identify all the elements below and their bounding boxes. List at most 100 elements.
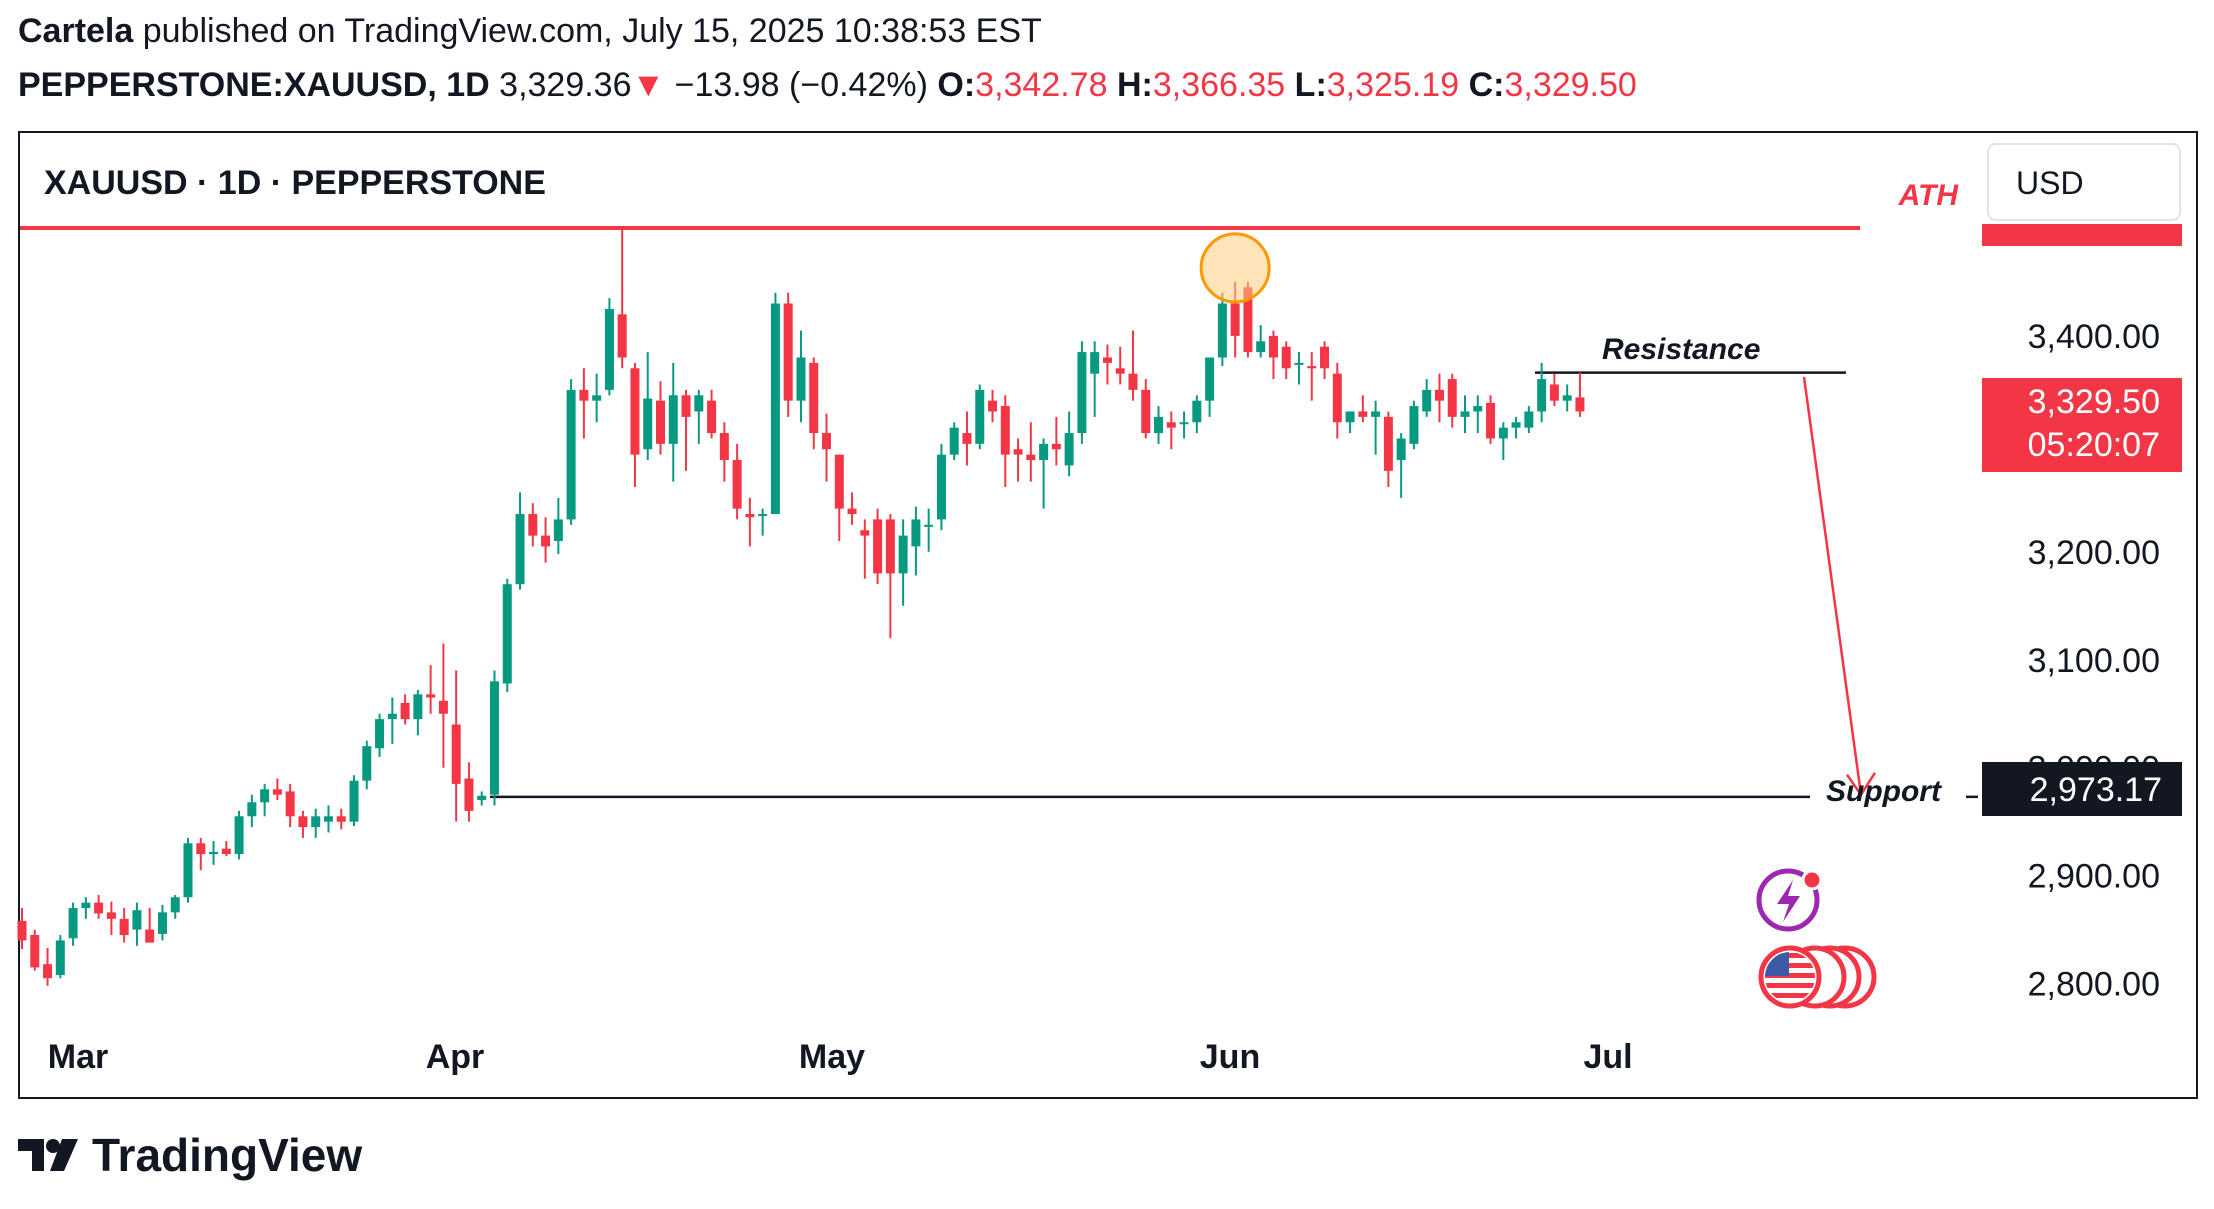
candle — [515, 492, 525, 590]
candle-body — [732, 460, 742, 509]
symbol-timeframe: PEPPERSTONE:XAUUSD, 1D — [18, 66, 490, 104]
candle — [1345, 411, 1355, 434]
candle-body — [1281, 346, 1291, 369]
candle — [962, 411, 972, 466]
candle-body — [183, 843, 193, 898]
candle — [1409, 400, 1419, 450]
price-tick-label: 3,400.00 — [2028, 318, 2160, 356]
candles — [17, 227, 1585, 986]
ath-price-tag — [1982, 224, 2182, 246]
candle-body — [362, 746, 372, 781]
candle — [183, 837, 193, 903]
candle-body — [170, 897, 180, 913]
resistance-label: Resistance — [1602, 333, 1760, 366]
candle-body — [911, 519, 921, 547]
candle — [783, 292, 793, 417]
tradingview-logo-text: TradingView — [92, 1129, 363, 1181]
candle — [1294, 352, 1304, 385]
candle — [1307, 352, 1317, 401]
candle — [1000, 395, 1010, 488]
candle — [1090, 341, 1100, 417]
candle — [1154, 406, 1164, 444]
candle — [1128, 330, 1138, 401]
candle-body — [847, 508, 857, 515]
level-lines — [20, 225, 1978, 799]
candle-body — [1256, 341, 1266, 353]
candle — [426, 665, 436, 714]
candle-body — [1039, 443, 1049, 461]
low-label: L: — [1294, 66, 1327, 104]
tradingview-logo[interactable]: TradingView — [18, 1128, 362, 1182]
candle-body — [1409, 406, 1419, 444]
candle — [1332, 362, 1342, 439]
candle-body — [1562, 395, 1572, 401]
candle-body — [834, 454, 844, 509]
candle-body — [1115, 368, 1125, 374]
candle-body — [1498, 427, 1508, 439]
candle-body — [272, 789, 282, 795]
candle — [1256, 325, 1266, 358]
candle — [1524, 406, 1534, 434]
candle — [375, 713, 385, 757]
candle-body — [55, 940, 65, 975]
currency-button[interactable]: USD — [2016, 165, 2084, 201]
candle — [298, 810, 308, 838]
candle — [949, 422, 959, 461]
candle — [260, 783, 270, 817]
candle-body — [221, 848, 231, 855]
tradingview-logo-icon — [18, 1139, 78, 1171]
candle-body — [643, 398, 653, 450]
candle — [68, 902, 78, 946]
candle — [311, 808, 321, 838]
candle-body — [770, 303, 780, 515]
candle-body — [119, 918, 129, 936]
candle — [247, 794, 257, 828]
projection-arrow — [1802, 376, 1863, 795]
candle — [94, 895, 104, 919]
candle — [1562, 384, 1572, 412]
candle-body — [1371, 411, 1381, 417]
candle — [1549, 373, 1559, 407]
candle — [1447, 373, 1457, 428]
support-price-value: 2,973.17 — [2030, 771, 2162, 809]
candle-body — [1064, 433, 1074, 466]
candle — [1396, 433, 1406, 498]
candle — [694, 389, 704, 444]
candle — [336, 808, 346, 830]
candle — [502, 578, 512, 693]
candle — [1434, 373, 1444, 423]
header-line-1: Cartela published on TradingView.com, Ju… — [18, 12, 1042, 51]
candle-body — [515, 514, 525, 585]
candle — [719, 422, 729, 482]
candle-body — [1128, 373, 1138, 390]
candle — [643, 352, 653, 461]
candle — [617, 227, 627, 369]
candle — [1205, 357, 1215, 417]
candle-body — [196, 843, 206, 855]
candle-body — [94, 902, 104, 914]
candle — [898, 519, 908, 606]
candle — [106, 901, 116, 936]
candle-body — [489, 681, 499, 795]
candle-body — [247, 802, 257, 817]
candle-body — [1460, 411, 1470, 417]
candle — [860, 519, 870, 579]
time-tick-label: Jul — [1583, 1038, 1632, 1076]
candle-body — [1320, 346, 1330, 369]
author-name[interactable]: Cartela — [18, 12, 134, 50]
candle — [541, 517, 551, 563]
time-tick-label: May — [799, 1038, 865, 1076]
candle — [592, 373, 602, 423]
candle — [885, 514, 895, 639]
candle — [1064, 411, 1074, 477]
candle — [656, 381, 665, 455]
us-flag-icon[interactable] — [1758, 945, 1877, 1009]
candle-body — [1102, 357, 1112, 363]
currency-button-bg[interactable] — [1987, 143, 2181, 221]
candle-body — [502, 584, 512, 684]
candle-body — [68, 908, 78, 939]
lightning-icon[interactable] — [1756, 868, 1823, 932]
candle-body — [1447, 379, 1457, 417]
candle-body — [1205, 357, 1215, 401]
